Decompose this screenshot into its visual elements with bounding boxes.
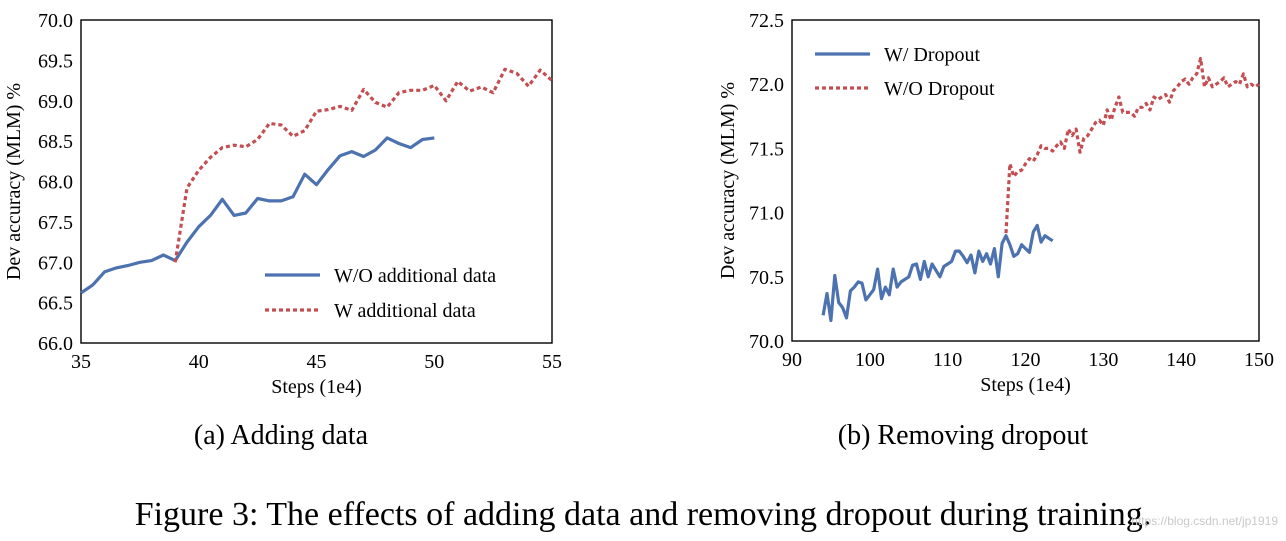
y-tick-label: 71.5 <box>749 138 784 160</box>
x-axis-label: Steps (1e4) <box>271 376 362 398</box>
y-tick-label: 66.5 <box>38 293 73 315</box>
figure-caption: Figure 3: The effects of adding data and… <box>134 496 1152 533</box>
subfigure-caption-a: (a) Adding data <box>193 420 369 451</box>
x-tick-label: 40 <box>189 351 209 373</box>
watermark-text: https://blog.csdn.net/jp1919 <box>1131 514 1278 528</box>
y-tick-label: 69.0 <box>38 91 73 113</box>
legend-label: W additional data <box>334 300 476 322</box>
subfigure-caption-b: (b) Removing dropout <box>837 420 1089 451</box>
chart-b: 90 100 110 120 130 140 150 70.0 70.5 71.0 71.5 72.0… <box>717 10 1274 396</box>
x-tick-label: 35 <box>71 351 91 373</box>
x-tick-label: 100 <box>855 349 885 371</box>
y-axis-label: Dev accuracy (MLM) % <box>717 82 739 279</box>
y-axis-label: Dev accuracy (MLM) % <box>3 83 25 280</box>
series-line-first <box>80 136 435 295</box>
legend-label: W/O Dropout <box>884 78 995 100</box>
x-tick-label: 130 <box>1088 349 1118 371</box>
x-tick-label: 45 <box>307 351 327 373</box>
x-tick-label: 140 <box>1166 349 1196 371</box>
plot-frame <box>80 19 553 344</box>
x-tick-label: 110 <box>933 349 962 371</box>
legend-label: W/ Dropout <box>884 44 981 66</box>
chart-a: 35 40 45 50 55 66.0 66.5 67.0 67.5 68.0 68.5 69.0 69… <box>3 10 562 398</box>
x-tick-label: 50 <box>424 351 444 373</box>
x-tick-label: 55 <box>542 351 562 373</box>
y-tick-label: 68.0 <box>38 172 73 194</box>
y-tick-label: 70.0 <box>749 331 784 353</box>
series-line-first <box>821 223 1054 323</box>
y-tick-label: 67.0 <box>38 252 73 274</box>
y-tick-label: 72.0 <box>749 74 784 96</box>
y-tick-label: 70.5 <box>749 267 784 289</box>
y-tick-label: 68.5 <box>38 131 73 153</box>
y-tick-label: 72.5 <box>749 10 784 32</box>
plot-frame <box>791 19 1260 342</box>
x-tick-label: 150 <box>1244 349 1274 371</box>
legend-label: W/O additional data <box>334 265 496 287</box>
x-tick-label: 90 <box>782 349 802 371</box>
y-tick-label: 66.0 <box>38 333 73 355</box>
y-tick-label: 67.5 <box>38 212 73 234</box>
y-tick-label: 70.0 <box>38 10 73 32</box>
y-tick-label: 71.0 <box>749 203 784 225</box>
y-tick-label: 69.5 <box>38 50 73 72</box>
x-tick-label: 120 <box>1011 349 1041 371</box>
x-axis-label: Steps (1e4) <box>980 374 1071 396</box>
series-line-second <box>173 67 554 263</box>
series-line-second <box>1004 56 1260 234</box>
